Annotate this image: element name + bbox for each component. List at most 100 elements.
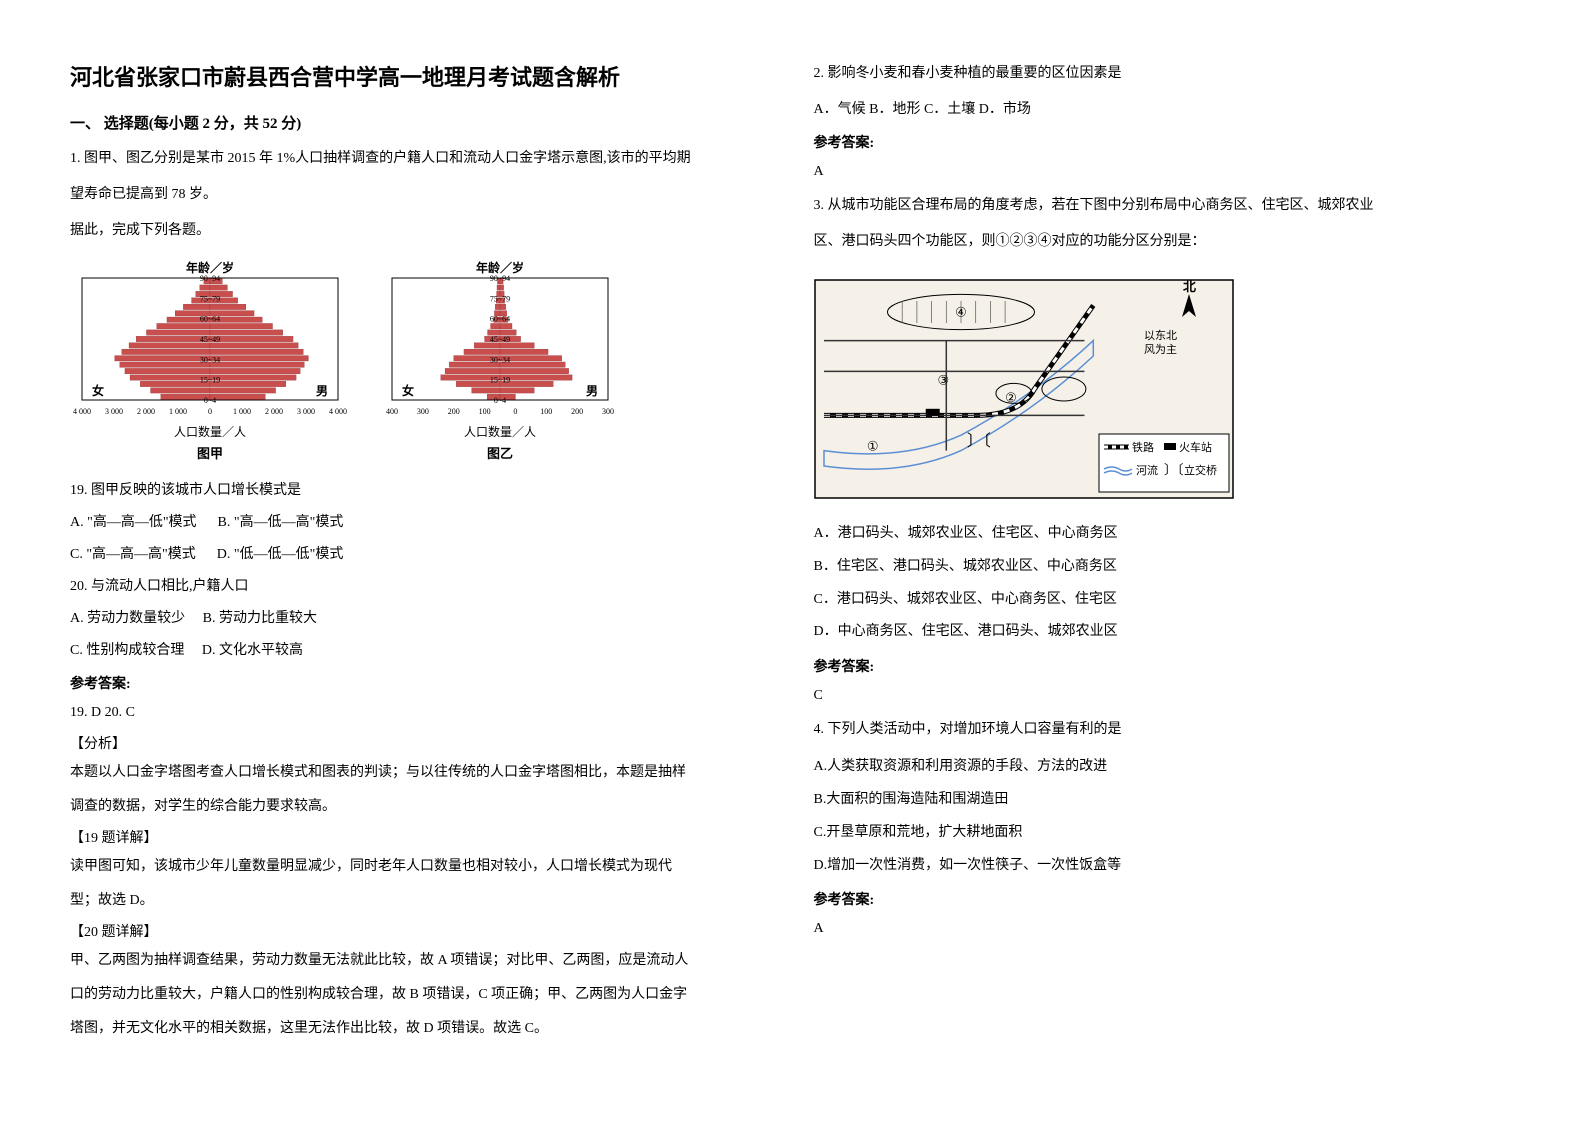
svg-text:男: 男 bbox=[586, 384, 598, 398]
svg-text:1 000: 1 000 bbox=[233, 407, 251, 416]
svg-text:以东北: 以东北 bbox=[1144, 329, 1177, 342]
svg-text:〕〔: 〕〔 bbox=[966, 432, 990, 450]
figure-container: 年龄／岁90~9475~7960~6445~4930~3415~190~4女男4… bbox=[70, 260, 774, 462]
svg-text:男: 男 bbox=[316, 384, 328, 398]
svg-text:100: 100 bbox=[540, 407, 552, 416]
sq20-options-cd: C. 性别构成较合理 D. 文化水平较高 bbox=[70, 637, 774, 665]
q4-opt-d: D.增加一次性消费，如一次性筷子、一次性饭盒等 bbox=[814, 851, 1518, 882]
svg-text:火车站: 火车站 bbox=[1179, 440, 1212, 454]
q4-text: 4. 下列人类活动中，对增加环境人口容量有利的是 bbox=[814, 716, 1518, 744]
chart-yi: 年龄／岁90~9475~7960~6445~4930~3415~190~4女男4… bbox=[380, 260, 620, 462]
svg-text:②: ② bbox=[1005, 390, 1017, 405]
q3-opt-a: A．港口码头、城郊农业区、住宅区、中心商务区 bbox=[814, 519, 1518, 550]
svg-text:45~49: 45~49 bbox=[200, 335, 220, 344]
sq19-opt-c: C. "高—高—高"模式 bbox=[70, 547, 196, 562]
sq19-options-cd: C. "高—高—高"模式 D. "低—低—低"模式 bbox=[70, 541, 774, 569]
svg-text:60~64: 60~64 bbox=[200, 315, 220, 324]
q3-opt-c: C．港口码头、城郊农业区、中心商务区、住宅区 bbox=[814, 585, 1518, 616]
q4-answer-header: 参考答案: bbox=[814, 889, 1518, 909]
q4-opt-a: A.人类获取资源和利用资源的手段、方法的改进 bbox=[814, 752, 1518, 783]
sq20-opt-d: D. 文化水平较高 bbox=[202, 643, 303, 658]
sq19-text: 19. 图甲反映的该城市人口增长模式是 bbox=[70, 477, 774, 505]
sq19-opt-d: D. "低—低—低"模式 bbox=[217, 547, 344, 562]
chart-jia-figure-label: 图甲 bbox=[197, 443, 223, 462]
svg-text:风为主: 风为主 bbox=[1144, 343, 1177, 356]
map-container: ①②③④〕〔北以东北风为主铁路火车站河流〕〔立交桥 bbox=[814, 279, 1234, 504]
q1-intro-1: 1. 图甲、图乙分别是某市 2015 年 1%人口抽样调查的户籍人口和流动人口金… bbox=[70, 145, 774, 173]
svg-text:15~19: 15~19 bbox=[200, 376, 220, 385]
q1-intro-3: 据此，完成下列各题。 bbox=[70, 217, 774, 245]
svg-text:年龄／岁: 年龄／岁 bbox=[186, 260, 234, 275]
svg-text:0: 0 bbox=[208, 407, 212, 416]
svg-text:1 000: 1 000 bbox=[169, 407, 187, 416]
svg-text:女: 女 bbox=[92, 383, 104, 398]
q3-answer: C bbox=[814, 682, 1518, 710]
q1-answer-header: 参考答案: bbox=[70, 673, 774, 693]
svg-text:④: ④ bbox=[955, 304, 967, 319]
q1-detail20-header: 【20 题详解】 bbox=[70, 921, 774, 941]
sq19-opt-b: B. "高—低—高"模式 bbox=[218, 515, 344, 530]
svg-text:30~34: 30~34 bbox=[200, 355, 220, 364]
svg-text:90~94: 90~94 bbox=[200, 274, 220, 283]
q2-answer-header: 参考答案: bbox=[814, 132, 1518, 152]
svg-text:0: 0 bbox=[513, 407, 517, 416]
q1-detail20-2: 口的劳动力比重较大，户籍人口的性别构成较合理，故 B 项错误，C 项正确；甲、乙… bbox=[70, 981, 774, 1009]
q1-detail20-3: 塔图，并无文化水平的相关数据，这里无法作出比较，故 D 项错误。故选 C。 bbox=[70, 1015, 774, 1043]
sq20-opt-b: B. 劳动力比重较大 bbox=[203, 611, 317, 626]
svg-text:75~79: 75~79 bbox=[490, 294, 510, 303]
sq20-opt-c: C. 性别构成较合理 bbox=[70, 643, 184, 658]
chart-yi-svg: 年龄／岁90~9475~7960~6445~4930~3415~190~4女男4… bbox=[380, 260, 620, 420]
q3-text-2: 区、港口码头四个功能区，则①②③④对应的功能分区分别是： bbox=[814, 228, 1518, 256]
svg-text:女: 女 bbox=[402, 383, 414, 398]
q1-analysis-2: 调查的数据，对学生的综合能力要求较高。 bbox=[70, 793, 774, 821]
svg-text:北: 北 bbox=[1183, 279, 1196, 294]
chart-jia: 年龄／岁90~9475~7960~6445~4930~3415~190~4女男4… bbox=[70, 260, 350, 462]
svg-text:100: 100 bbox=[479, 407, 491, 416]
svg-text:4 000: 4 000 bbox=[73, 407, 91, 416]
svg-text:30~34: 30~34 bbox=[490, 355, 510, 364]
map-svg: ①②③④〕〔北以东北风为主铁路火车站河流〕〔立交桥 bbox=[814, 279, 1234, 499]
svg-text:300: 300 bbox=[602, 407, 614, 416]
chart-jia-svg: 年龄／岁90~9475~7960~6445~4930~3415~190~4女男4… bbox=[70, 260, 350, 420]
q4-opt-b: B.大面积的围海造陆和围湖造田 bbox=[814, 785, 1518, 816]
svg-text:铁路: 铁路 bbox=[1132, 441, 1154, 454]
sq20-text: 20. 与流动人口相比,户籍人口 bbox=[70, 573, 774, 601]
page-title: 河北省张家口市蔚县西合营中学高一地理月考试题含解析 bbox=[70, 60, 774, 92]
q1-detail19-1: 读甲图可知，该城市少年儿童数量明显减少，同时老年人口数量也相对较小，人口增长模式… bbox=[70, 853, 774, 881]
sq20-options-ab: A. 劳动力数量较少 B. 劳动力比重较大 bbox=[70, 605, 774, 633]
svg-text:③: ③ bbox=[937, 373, 949, 388]
svg-text:立交桥: 立交桥 bbox=[1184, 463, 1217, 477]
q2-options: A．气候 B．地形 C．土壤 D．市场 bbox=[814, 96, 1518, 124]
svg-text:〕〔: 〕〔 bbox=[1164, 462, 1184, 477]
svg-text:4 000: 4 000 bbox=[329, 407, 347, 416]
svg-text:3 000: 3 000 bbox=[297, 407, 315, 416]
svg-text:75~79: 75~79 bbox=[200, 294, 220, 303]
svg-text:15~19: 15~19 bbox=[490, 376, 510, 385]
q4-opt-c: C.开垦草原和荒地，扩大耕地面积 bbox=[814, 818, 1518, 849]
sq19-opt-a: A. "高—高—低"模式 bbox=[70, 515, 197, 530]
q1-detail19-2: 型；故选 D。 bbox=[70, 887, 774, 915]
svg-text:200: 200 bbox=[448, 407, 460, 416]
sq19-options-ab: A. "高—高—低"模式 B. "高—低—高"模式 bbox=[70, 509, 774, 537]
q1-analysis-1: 本题以人口金字塔图考查人口增长模式和图表的判读；与以往传统的人口金字塔图相比，本… bbox=[70, 759, 774, 787]
svg-text:河流: 河流 bbox=[1136, 463, 1158, 477]
chart-yi-figure-label: 图乙 bbox=[487, 443, 513, 462]
q4-answer: A bbox=[814, 915, 1518, 943]
q1-detail19-header: 【19 题详解】 bbox=[70, 827, 774, 847]
q2-text: 2. 影响冬小麦和春小麦种植的最重要的区位因素是 bbox=[814, 60, 1518, 88]
svg-text:300: 300 bbox=[417, 407, 429, 416]
svg-text:年龄／岁: 年龄／岁 bbox=[476, 260, 524, 275]
svg-text:200: 200 bbox=[571, 407, 583, 416]
q1-detail20-1: 甲、乙两图为抽样调查结果，劳动力数量无法就此比较，故 A 项错误；对比甲、乙两图… bbox=[70, 947, 774, 975]
svg-text:60~64: 60~64 bbox=[490, 315, 510, 324]
svg-text:400: 400 bbox=[386, 407, 398, 416]
q3-text-1: 3. 从城市功能区合理布局的角度考虑，若在下图中分别布局中心商务区、住宅区、城郊… bbox=[814, 192, 1518, 220]
svg-text:3 000: 3 000 bbox=[105, 407, 123, 416]
svg-text:①: ① bbox=[866, 439, 878, 454]
q1-analysis-header: 【分析】 bbox=[70, 733, 774, 753]
q3-opt-d: D．中心商务区、住宅区、港口码头、城郊农业区 bbox=[814, 617, 1518, 648]
q2-answer: A bbox=[814, 158, 1518, 186]
svg-text:45~49: 45~49 bbox=[490, 335, 510, 344]
svg-text:0~4: 0~4 bbox=[204, 396, 216, 405]
sq20-opt-a: A. 劳动力数量较少 bbox=[70, 611, 185, 626]
